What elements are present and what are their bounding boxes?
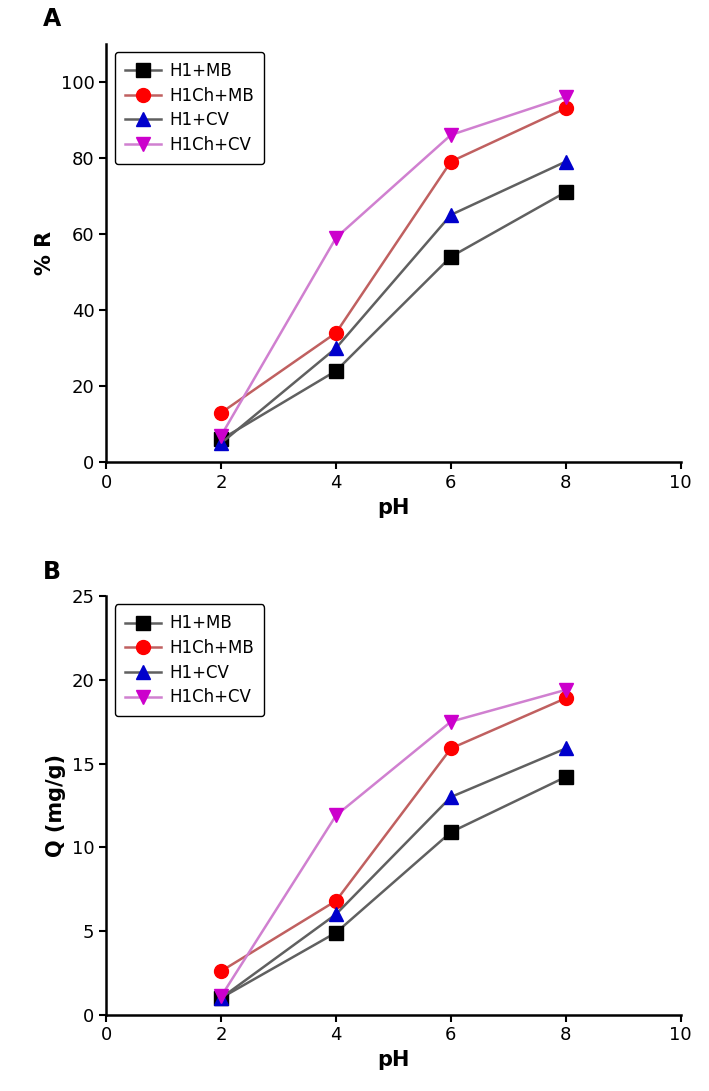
H1Ch+MB [217, 406, 225, 419]
H1Ch+MB [332, 895, 340, 908]
X-axis label: pH: pH [377, 1050, 410, 1070]
H1Ch+MB [217, 964, 225, 978]
Text: A: A [43, 7, 62, 31]
H1+CV [447, 791, 455, 804]
H1Ch+MB [562, 692, 570, 705]
H1Ch+CV [217, 429, 225, 442]
Line: H1Ch+CV: H1Ch+CV [214, 683, 573, 1003]
H1Ch+CV [447, 129, 455, 142]
X-axis label: pH: pH [377, 497, 410, 517]
H1Ch+CV [562, 91, 570, 104]
Line: H1+MB: H1+MB [214, 185, 573, 446]
H1+MB [332, 926, 340, 939]
H1Ch+CV [332, 808, 340, 822]
H1+CV [562, 742, 570, 755]
H1+MB [217, 992, 225, 1005]
Line: H1+CV: H1+CV [214, 742, 573, 1005]
H1+CV [217, 436, 225, 449]
H1Ch+MB [447, 742, 455, 755]
Line: H1+MB: H1+MB [214, 770, 573, 1005]
H1+CV [217, 992, 225, 1005]
H1+MB [447, 250, 455, 263]
Y-axis label: % R: % R [35, 231, 55, 275]
H1+MB [332, 364, 340, 377]
Line: H1Ch+MB: H1Ch+MB [214, 101, 573, 420]
H1+CV [332, 908, 340, 921]
Line: H1Ch+MB: H1Ch+MB [214, 692, 573, 978]
H1+MB [217, 433, 225, 446]
H1Ch+MB [562, 101, 570, 115]
H1+MB [447, 826, 455, 839]
Legend: H1+MB, H1Ch+MB, H1+CV, H1Ch+CV: H1+MB, H1Ch+MB, H1+CV, H1Ch+CV [115, 604, 264, 717]
H1Ch+CV [217, 990, 225, 1003]
H1+CV [332, 341, 340, 355]
Y-axis label: Q (mg/g): Q (mg/g) [46, 754, 66, 856]
H1+MB [562, 185, 570, 199]
Text: B: B [43, 560, 61, 584]
H1+CV [447, 208, 455, 221]
H1+CV [562, 155, 570, 168]
H1Ch+MB [447, 155, 455, 168]
Line: H1Ch+CV: H1Ch+CV [214, 89, 573, 443]
Line: H1+CV: H1+CV [214, 155, 573, 451]
H1+MB [562, 770, 570, 783]
Legend: H1+MB, H1Ch+MB, H1+CV, H1Ch+CV: H1+MB, H1Ch+MB, H1+CV, H1Ch+CV [115, 52, 264, 164]
H1Ch+MB [332, 326, 340, 339]
H1Ch+CV [447, 715, 455, 728]
H1Ch+CV [332, 231, 340, 244]
H1Ch+CV [562, 683, 570, 696]
